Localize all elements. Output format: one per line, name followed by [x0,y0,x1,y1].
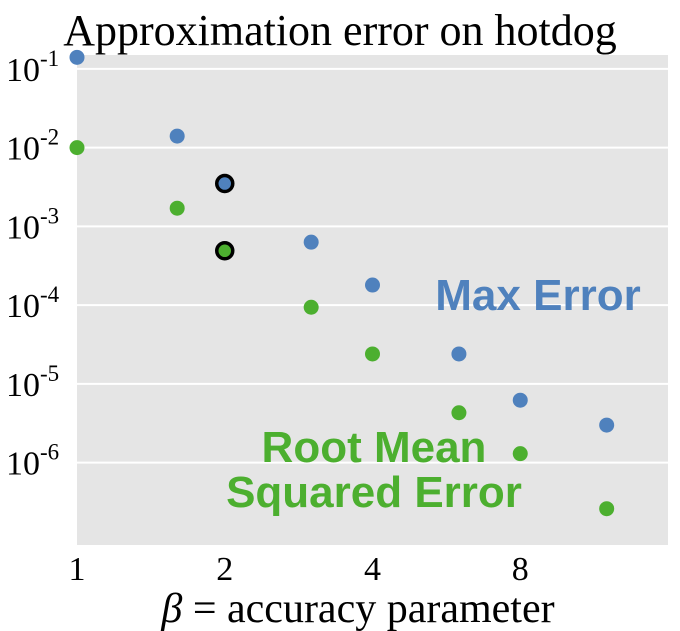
y-tick-label: 10-5 [6,361,59,404]
y-axis-ticks: 10-110-210-310-410-510-6 [6,46,60,483]
y-tick-exponent: -5 [40,361,59,386]
data-points [69,49,615,517]
data-point [599,501,615,517]
data-point [512,446,528,462]
series-annotation: Root Mean [262,423,487,472]
data-point [303,234,319,250]
data-point [69,49,85,65]
data-point [169,200,185,216]
data-point [69,140,85,156]
y-tick-base: 10 [6,367,40,404]
x-tick-label: 8 [512,551,529,588]
chart-title: Approximation error on hotdog [63,6,617,55]
x-tick-label: 1 [69,551,86,588]
data-point [365,346,380,362]
y-tick-base: 10 [6,288,40,325]
grid-lines [77,67,668,464]
y-tick-label: 10-1 [6,46,59,89]
data-point [303,299,319,315]
data-point [599,417,615,433]
x-axis-ticks: 1 2 4 8 [69,551,529,588]
x-axis-label: β = accuracy parameter [160,586,554,631]
data-point [451,346,467,362]
x-axis-label-rest: = accuracy parameter [182,586,554,631]
series-annotation: Squared Error [226,468,522,517]
data-point [451,405,467,421]
y-tick-exponent: -3 [40,203,59,228]
y-tick-label: 10-4 [6,282,60,325]
x-axis-label-symbol: β [160,586,182,631]
y-tick-label: 10-6 [6,440,59,483]
data-point [365,277,380,293]
x-tick-label: 2 [216,551,233,588]
y-tick-label: 10-3 [6,203,59,246]
y-tick-exponent: -4 [40,282,60,307]
y-tick-exponent: -1 [40,46,59,71]
y-tick-base: 10 [6,446,40,483]
y-tick-exponent: -6 [40,440,59,465]
y-tick-base: 10 [6,52,40,89]
data-point [512,392,528,408]
y-tick-base: 10 [6,131,40,168]
data-point [169,128,185,144]
series-annotation: Max Error [435,271,640,320]
data-point [215,241,235,261]
y-tick-base: 10 [6,209,40,246]
y-tick-label: 10-2 [6,125,59,168]
data-point [215,173,235,194]
y-tick-exponent: -2 [40,125,59,150]
x-tick-label: 4 [364,551,381,588]
